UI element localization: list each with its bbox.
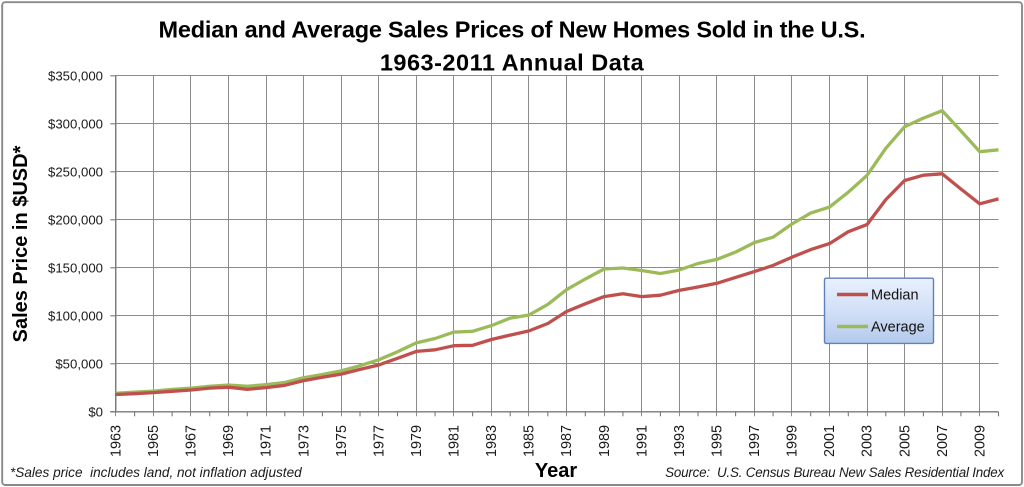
svg-text:1971: 1971 bbox=[259, 425, 275, 457]
svg-text:1963-2011 Annual Data: 1963-2011 Annual Data bbox=[380, 50, 645, 76]
svg-text:2003: 2003 bbox=[860, 425, 876, 457]
svg-text:$300,000: $300,000 bbox=[48, 116, 103, 131]
svg-text:1985: 1985 bbox=[522, 425, 538, 457]
svg-text:$200,000: $200,000 bbox=[48, 212, 103, 227]
svg-text:$150,000: $150,000 bbox=[48, 260, 103, 275]
svg-text:1975: 1975 bbox=[334, 425, 350, 457]
svg-text:1987: 1987 bbox=[559, 425, 575, 457]
svg-text:Median and Average Sales Price: Median and Average Sales Prices of New H… bbox=[159, 17, 866, 43]
svg-text:1965: 1965 bbox=[146, 425, 162, 457]
svg-text:*Sales price includes land, n: *Sales price includes land, not inflatio… bbox=[10, 465, 302, 480]
svg-text:Source: U.S. Census Bureau Ne: Source: U.S. Census Bureau New Sales Res… bbox=[665, 465, 1005, 480]
svg-text:Year: Year bbox=[535, 460, 577, 482]
svg-text:1999: 1999 bbox=[785, 425, 801, 457]
svg-text:1989: 1989 bbox=[597, 425, 613, 457]
svg-text:1973: 1973 bbox=[296, 425, 312, 457]
svg-text:1979: 1979 bbox=[409, 425, 425, 457]
svg-text:2001: 2001 bbox=[822, 425, 838, 457]
svg-text:1967: 1967 bbox=[184, 425, 200, 457]
svg-text:1969: 1969 bbox=[221, 425, 237, 457]
svg-text:$250,000: $250,000 bbox=[48, 164, 103, 179]
svg-text:$0: $0 bbox=[88, 404, 103, 419]
svg-text:1991: 1991 bbox=[634, 425, 650, 457]
svg-text:1993: 1993 bbox=[672, 425, 688, 457]
svg-text:$50,000: $50,000 bbox=[55, 356, 103, 371]
svg-text:1997: 1997 bbox=[747, 425, 763, 457]
svg-text:Sales Price in $USD*: Sales Price in $USD* bbox=[10, 145, 32, 342]
svg-text:2009: 2009 bbox=[972, 425, 988, 457]
svg-text:1977: 1977 bbox=[371, 425, 387, 457]
svg-text:2007: 2007 bbox=[935, 425, 951, 457]
svg-text:$100,000: $100,000 bbox=[48, 308, 103, 323]
svg-text:Average: Average bbox=[871, 320, 925, 336]
svg-text:1963: 1963 bbox=[109, 425, 125, 457]
svg-text:2005: 2005 bbox=[897, 425, 913, 457]
svg-text:Median: Median bbox=[871, 288, 919, 304]
svg-text:1995: 1995 bbox=[710, 425, 726, 457]
svg-text:1983: 1983 bbox=[484, 425, 500, 457]
svg-text:1981: 1981 bbox=[447, 425, 463, 457]
svg-text:$350,000: $350,000 bbox=[48, 68, 103, 83]
